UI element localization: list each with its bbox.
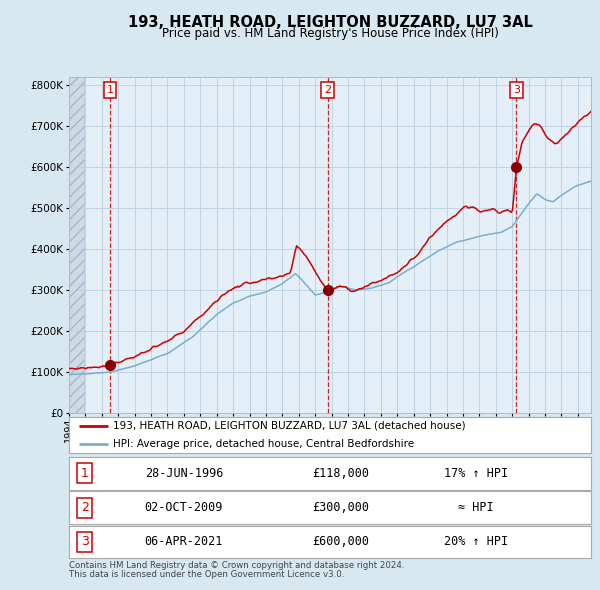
- Text: 193, HEATH ROAD, LEIGHTON BUZZARD, LU7 3AL: 193, HEATH ROAD, LEIGHTON BUZZARD, LU7 3…: [128, 15, 532, 30]
- Text: ≈ HPI: ≈ HPI: [458, 501, 494, 514]
- Text: 20% ↑ HPI: 20% ↑ HPI: [444, 535, 508, 549]
- Text: 3: 3: [81, 535, 89, 549]
- Text: HPI: Average price, detached house, Central Bedfordshire: HPI: Average price, detached house, Cent…: [113, 439, 415, 449]
- Text: £600,000: £600,000: [312, 535, 369, 549]
- Text: 1: 1: [106, 85, 113, 95]
- Text: £118,000: £118,000: [312, 467, 369, 480]
- Bar: [69, 77, 84, 413]
- Text: 28-JUN-1996: 28-JUN-1996: [145, 467, 223, 480]
- Text: 1: 1: [81, 467, 89, 480]
- Text: 193, HEATH ROAD, LEIGHTON BUZZARD, LU7 3AL (detached house): 193, HEATH ROAD, LEIGHTON BUZZARD, LU7 3…: [113, 421, 466, 431]
- Text: 02-OCT-2009: 02-OCT-2009: [145, 501, 223, 514]
- Text: This data is licensed under the Open Government Licence v3.0.: This data is licensed under the Open Gov…: [69, 571, 344, 579]
- Text: £300,000: £300,000: [312, 501, 369, 514]
- Bar: [69, 77, 84, 413]
- Text: 2: 2: [324, 85, 331, 95]
- Text: 06-APR-2021: 06-APR-2021: [145, 535, 223, 549]
- Text: 3: 3: [513, 85, 520, 95]
- Text: Price paid vs. HM Land Registry's House Price Index (HPI): Price paid vs. HM Land Registry's House …: [161, 27, 499, 40]
- Text: Contains HM Land Registry data © Crown copyright and database right 2024.: Contains HM Land Registry data © Crown c…: [69, 561, 404, 570]
- Text: 2: 2: [81, 501, 89, 514]
- Text: 17% ↑ HPI: 17% ↑ HPI: [444, 467, 508, 480]
